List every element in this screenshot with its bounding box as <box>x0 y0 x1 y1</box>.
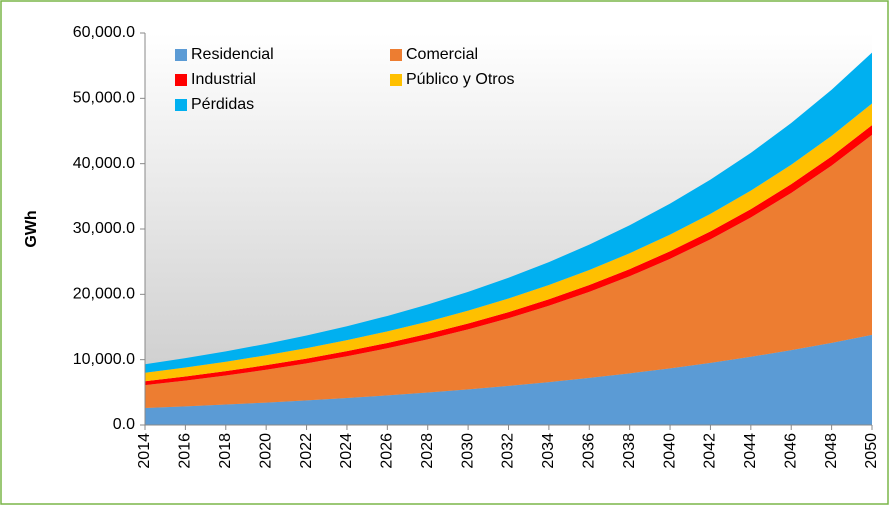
y-tick-label: 0.0 <box>113 416 135 433</box>
x-tick-label: 2016 <box>177 433 194 469</box>
x-tick-label: 2018 <box>217 433 234 469</box>
x-tick-label: 2036 <box>580 433 597 469</box>
y-tick-label: 30,000.0 <box>73 220 135 237</box>
x-tick-label: 2014 <box>136 433 153 469</box>
x-tick-label: 2050 <box>863 433 880 469</box>
area <box>145 334 872 425</box>
y-tick-label: 50,000.0 <box>73 90 135 107</box>
y-tick-label: 40,000.0 <box>73 155 135 172</box>
legend-label: Residencial <box>191 46 274 63</box>
x-tick-label: 2020 <box>257 433 274 469</box>
area <box>145 134 872 409</box>
legend-label: Pérdidas <box>191 96 254 113</box>
legend-swatch <box>175 49 187 61</box>
x-tick-label: 2026 <box>379 433 396 469</box>
x-tick-label: 2044 <box>742 433 759 469</box>
x-tick-label: 2028 <box>419 433 436 469</box>
x-tick-label: 2042 <box>702 433 719 469</box>
legend-label: Comercial <box>406 46 478 63</box>
x-tick-label: 2022 <box>298 433 315 469</box>
x-tick-label: 2040 <box>661 433 678 469</box>
y-tick-label: 20,000.0 <box>73 286 135 303</box>
x-tick-label: 2038 <box>621 433 638 469</box>
legend-swatch <box>390 49 402 61</box>
x-tick-label: 2048 <box>823 433 840 469</box>
legend-swatch <box>175 99 187 111</box>
x-tick-label: 2024 <box>338 433 355 469</box>
x-tick-label: 2030 <box>459 433 476 469</box>
x-tick-label: 2046 <box>782 433 799 469</box>
y-axis-label: GWh <box>23 210 40 247</box>
y-tick-label: 60,000.0 <box>73 24 135 41</box>
legend-label: Público y Otros <box>406 71 514 88</box>
legend-swatch <box>175 74 187 86</box>
legend-label: Industrial <box>191 71 256 88</box>
x-tick-label: 2034 <box>540 433 557 469</box>
x-tick-label: 2032 <box>500 433 517 469</box>
y-tick-label: 10,000.0 <box>73 351 135 368</box>
legend-swatch <box>390 74 402 86</box>
